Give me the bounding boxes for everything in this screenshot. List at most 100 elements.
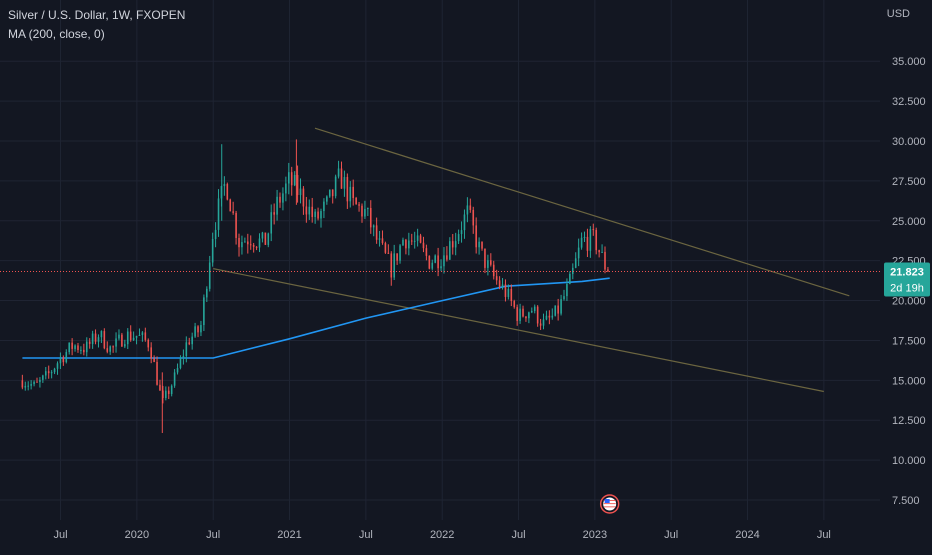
price-tick-label: 10.000 [892,455,926,467]
candle-body [156,361,158,385]
candle-body [135,335,138,338]
candle-body [255,246,258,248]
candle-body [340,168,343,189]
candle-body [30,384,32,386]
candle-body [405,239,407,249]
candle-body [159,384,161,391]
trendlines[interactable] [213,127,850,393]
candle-body [334,176,337,197]
candle-body [457,234,460,242]
symbol-title[interactable]: Silver / U.S. Dollar, 1W, FXOPEN [8,8,186,22]
time-tick-label: 2022 [430,529,454,541]
currency-label[interactable]: USD [886,8,910,20]
candle-body [170,385,173,394]
candle-body [577,247,580,259]
candle-body [208,262,211,289]
candle-body [112,346,114,348]
candle-body [501,284,504,288]
candle-body [440,266,442,269]
candle-body [557,305,559,314]
time-tick-label: 2020 [125,529,149,541]
candle-body [282,193,284,203]
candle-body [533,306,536,312]
candle-body [510,288,513,302]
economic-event-icon[interactable] [599,494,620,514]
time-tick-label: Jul [664,529,678,541]
candle-body [144,332,147,340]
candle-body [249,244,252,246]
candle-body [36,381,38,383]
candle-body [422,242,425,249]
candle-body [364,209,366,217]
candle-body [595,229,598,251]
time-tick-label: Jul [511,529,525,541]
candle-body [349,186,352,202]
legend: Silver / U.S. Dollar, 1W, FXOPEN MA (200… [8,6,185,44]
candle-body [519,308,521,321]
candle-body [419,235,422,243]
candle-body [132,337,135,341]
candle-body [217,198,220,230]
candle-body [331,189,334,197]
candle-body [475,225,477,248]
candle-body [188,342,191,345]
candle-body [173,372,176,386]
candle-body [574,258,577,268]
candle-body [162,390,164,399]
trendline-upper[interactable] [314,127,850,297]
candle-body [367,208,369,210]
candle-body [39,379,41,383]
candle-body [378,238,381,240]
candle-body [106,348,109,352]
candle-body [194,326,196,337]
candle-body [235,212,237,238]
trendline-lower[interactable] [213,268,824,393]
flag-stripe [603,506,616,508]
candle-body [150,347,152,359]
candle-body [443,255,445,267]
candle-body [153,358,155,362]
candle-body [566,284,568,297]
candle-body [53,368,56,373]
candle-body [77,345,79,350]
candle-body [121,334,123,347]
price-tick-label: 27.500 [892,176,926,188]
candle-body [115,338,117,347]
current-price-badge[interactable] [884,262,930,297]
time-tick-label: Jul [817,529,831,541]
price-tick-label: 25.000 [892,216,926,228]
candle-body [44,371,47,376]
candle-body [200,325,202,333]
candle-body [62,357,65,363]
candle-body [343,177,346,189]
candle-body [126,331,129,345]
candle-body [402,239,404,246]
candle-body [522,308,524,317]
candle-body [206,288,208,298]
candle-body [528,312,530,319]
price-tick-label: 35.000 [892,56,926,68]
price-axis[interactable]: 35.00032.50030.00027.50025.00022.50020.0… [892,56,926,507]
candle-body [138,334,141,336]
candle-body [167,390,170,394]
grid [0,0,880,520]
candle-body [569,273,571,285]
time-axis[interactable]: Jul 2020 Jul 2021 Jul 2022 Jul 2023 Jul 2024 Jul [53,529,830,541]
indicator-title[interactable]: MA (200, close, 0) [8,27,105,41]
candle-body [326,196,328,202]
candle-body [454,241,457,248]
candle-body [179,357,182,369]
candle-body [290,172,293,186]
time-tick-label: 2023 [583,529,607,541]
candle-body [487,260,489,268]
candle-body [583,236,586,238]
candle-body [410,240,413,242]
candle-body [416,235,419,241]
candle-body [103,331,106,349]
candle-body [252,244,255,247]
candle-body [390,253,393,278]
candle-body [293,174,296,186]
candle-body [264,232,267,245]
